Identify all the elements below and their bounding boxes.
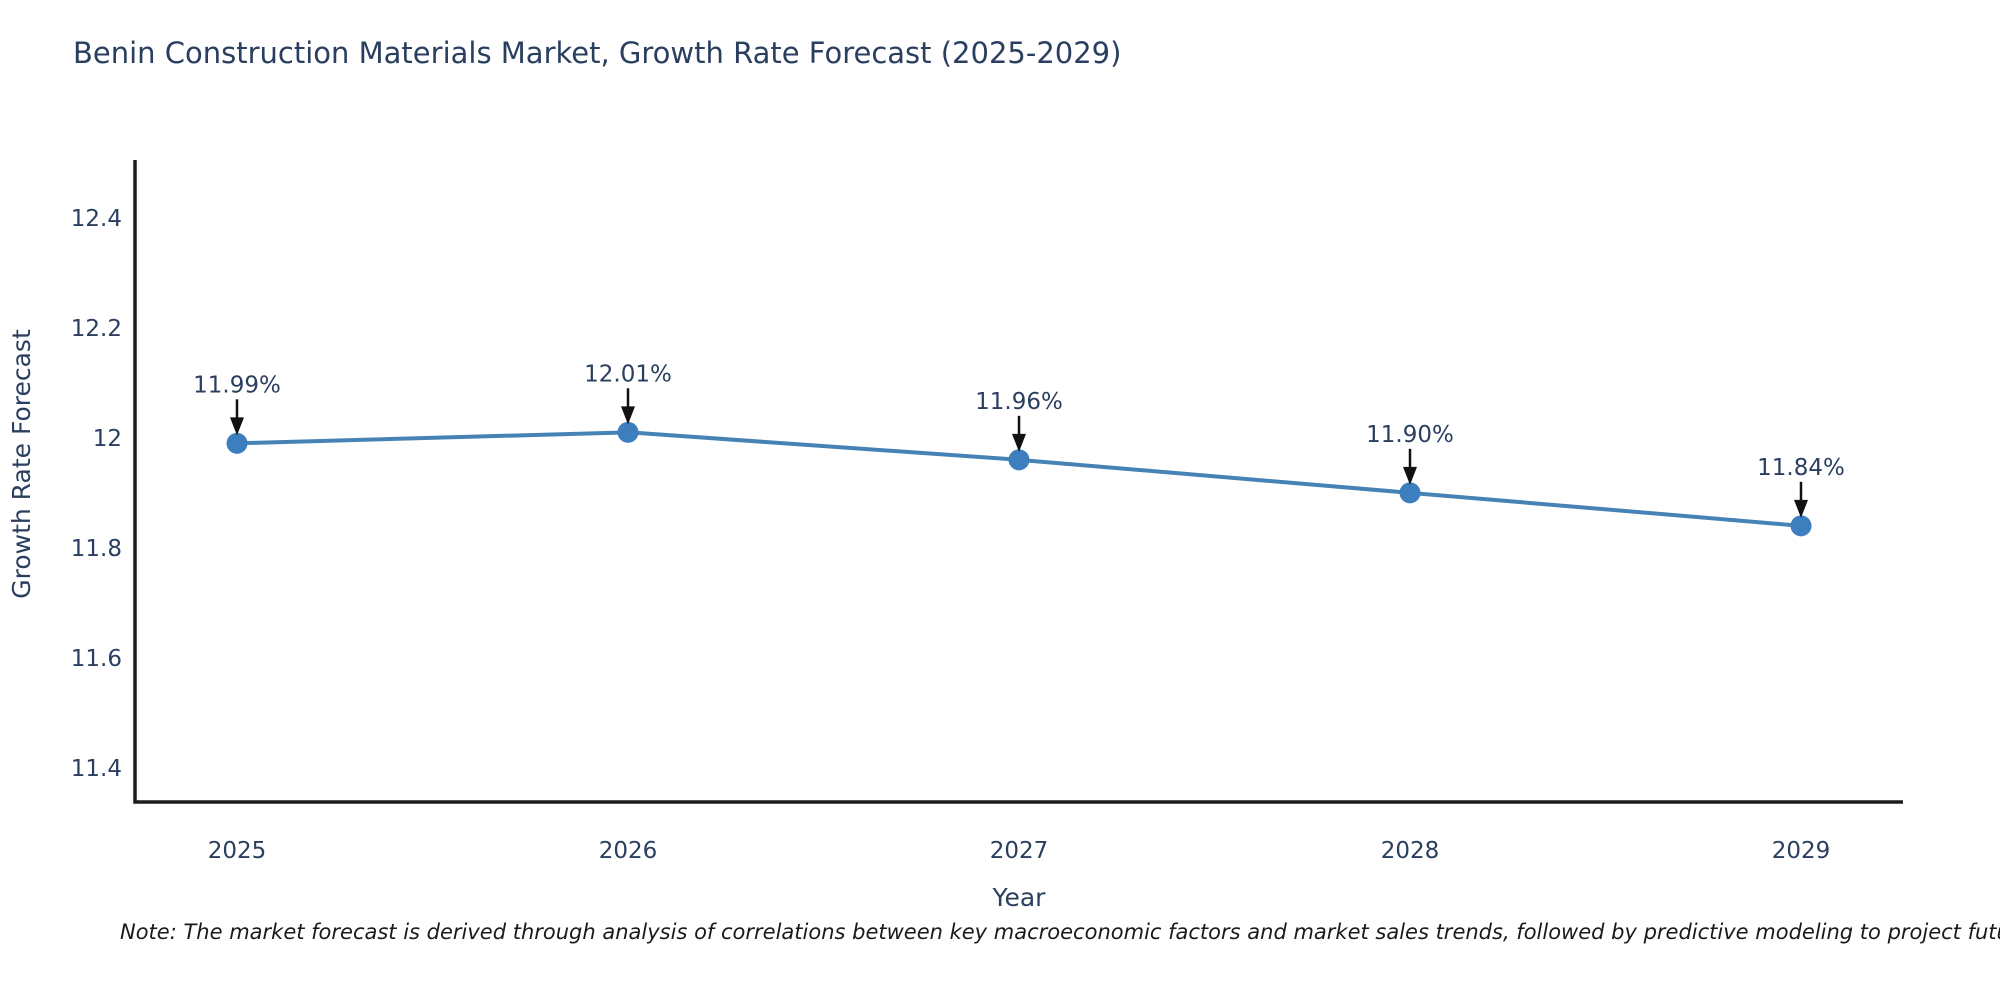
- point-value-label: 11.99%: [193, 372, 281, 398]
- data-point-marker[interactable]: [617, 421, 639, 443]
- point-value-label: 11.84%: [1757, 455, 1845, 481]
- data-point-marker[interactable]: [1008, 449, 1030, 471]
- footnote: Note: The market forecast is derived thr…: [120, 920, 2000, 944]
- y-tick-label: 11.6: [71, 646, 122, 672]
- y-tick-label: 12.2: [71, 316, 122, 342]
- y-tick-label: 12: [93, 426, 122, 452]
- annotation-arrow-head: [1012, 433, 1026, 452]
- chart-title: Benin Construction Materials Market, Gro…: [73, 36, 1122, 70]
- y-axis-title: Growth Rate Forecast: [7, 329, 36, 599]
- data-point-marker[interactable]: [226, 432, 248, 454]
- y-tick-label: 11.4: [71, 756, 122, 782]
- axis-lines: [133, 160, 1903, 804]
- x-axis-title: Year: [992, 883, 1047, 912]
- x-tick-label: 2026: [599, 838, 658, 864]
- annotation-arrow-head: [1794, 499, 1808, 518]
- data-point-marker[interactable]: [1399, 482, 1421, 504]
- x-tick-label: 2027: [990, 838, 1049, 864]
- point-value-label: 11.96%: [975, 389, 1063, 415]
- y-tick-label: 12.4: [71, 206, 122, 232]
- annotation-arrow-head: [230, 417, 244, 436]
- x-tick-label: 2025: [208, 838, 267, 864]
- point-value-label: 11.90%: [1366, 422, 1454, 448]
- annotation-arrow-head: [621, 406, 635, 425]
- x-tick-label: 2029: [1772, 838, 1831, 864]
- data-point-marker[interactable]: [1790, 515, 1812, 537]
- x-tick-label: 2028: [1381, 838, 1440, 864]
- y-tick-label: 11.8: [71, 536, 122, 562]
- annotation-arrow-head: [1403, 466, 1417, 485]
- point-value-label: 12.01%: [584, 361, 672, 387]
